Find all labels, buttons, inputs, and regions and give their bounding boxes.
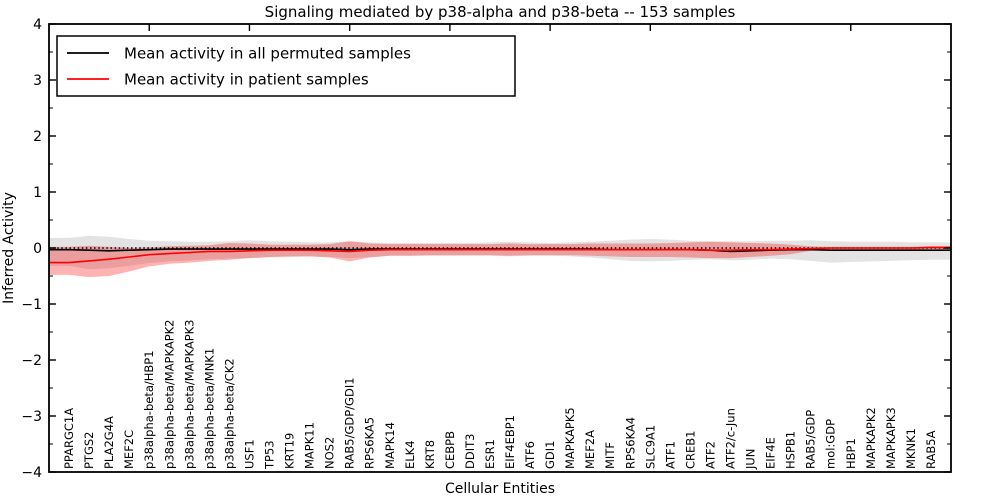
patient-mean-line — [49, 246, 951, 264]
x-tick-label: RAB5/GDP/GDI1 — [343, 377, 357, 469]
y-tick-label: 1 — [33, 185, 42, 201]
y-tick-label: −3 — [21, 409, 42, 425]
x-tick-label: MITF — [603, 442, 617, 469]
x-tick-label: p38alpha-beta/MNK1 — [202, 348, 216, 469]
x-tick-label: ATF2 — [704, 441, 718, 469]
x-tick-label: PTGS2 — [82, 432, 96, 470]
x-tick-label: HSPB1 — [784, 431, 798, 469]
permuted-band — [49, 235, 951, 270]
axis-ticks — [49, 23, 951, 473]
x-tick-label: USF1 — [242, 439, 256, 469]
x-tick-label: ATF2/c-Jun — [724, 408, 738, 469]
x-tick-label: p38alpha-beta/MAPKAPK2 — [162, 320, 176, 470]
x-tick-label: RAB5/GDP — [804, 410, 818, 469]
x-tick-label: RAB5A — [924, 430, 938, 469]
x-tick-label: MAPKAPK3 — [884, 407, 898, 469]
y-axis-label: Inferred Activity — [1, 192, 17, 304]
x-tick-label: ATF1 — [663, 441, 677, 469]
y-tick-labels: −4 −3 −2 −1 0 1 2 3 4 — [21, 17, 42, 481]
x-tick-label: GDI1 — [543, 441, 557, 469]
x-tick-label: CREB1 — [683, 431, 697, 470]
x-tick-label: NOS2 — [323, 437, 337, 469]
x-tick-label: EIF4EBP1 — [503, 415, 517, 469]
x-tick-label: RPS6KA4 — [623, 417, 637, 469]
x-tick-label: MKNK1 — [904, 428, 918, 469]
x-tick-label: DDIT3 — [463, 434, 477, 469]
x-tick-label: SLC9A1 — [643, 425, 657, 469]
x-tick-label: PPARGC1A — [62, 408, 76, 469]
x-tick-label: HBP1 — [844, 438, 858, 469]
x-tick-label: p38alpha-beta/MAPKAPK3 — [182, 320, 196, 470]
x-tick-label: mol:GDP — [824, 419, 838, 469]
x-tick-label: KRT19 — [283, 433, 297, 469]
legend-label-patient: Mean activity in patient samples — [124, 71, 369, 89]
confidence-bands — [49, 235, 951, 278]
x-tick-label: PLA2G4A — [102, 416, 116, 469]
x-axis-label: Cellular Entities — [445, 481, 555, 497]
x-tick-label: RPS6KA5 — [363, 417, 377, 469]
y-tick-label: 4 — [33, 17, 42, 33]
x-tick-label: ELK4 — [403, 440, 417, 469]
x-tick-label: p38alpha-beta/HBP1 — [142, 350, 156, 469]
y-tick-label: −4 — [21, 465, 42, 481]
x-tick-label: TP53 — [263, 440, 277, 470]
x-tick-label: MEF2A — [583, 430, 597, 469]
legend-box: Mean activity in all permuted samples Me… — [56, 35, 516, 97]
y-tick-label: 0 — [33, 241, 42, 257]
x-tick-label: MAPK11 — [303, 422, 317, 469]
x-tick-label: JUN — [744, 449, 758, 470]
legend-frame — [56, 35, 516, 97]
y-tick-label: −2 — [21, 353, 42, 369]
x-tick-label: MAPKAPK5 — [563, 407, 577, 469]
x-tick-label: p38alpha-beta/CK2 — [222, 358, 236, 469]
y-tick-label: 2 — [33, 129, 42, 145]
x-tick-label: ESR1 — [483, 439, 497, 469]
x-tick-label: MAPK14 — [383, 422, 397, 469]
x-category-labels: PPARGC1A PTGS2 PLA2G4A MEF2C p38alpha-beta/H… — [62, 320, 938, 471]
x-tick-label: KRT8 — [423, 440, 437, 469]
mean-activity-lines — [49, 246, 951, 264]
x-tick-label: MAPKAPK2 — [864, 407, 878, 469]
x-tick-label: ATF6 — [523, 441, 537, 469]
x-tick-label: MEF2C — [122, 430, 136, 469]
y-tick-label: −1 — [21, 297, 42, 313]
x-tick-label: EIF4E — [764, 437, 778, 469]
y-tick-label: 3 — [33, 73, 42, 89]
chart-title: Signaling mediated by p38-alpha and p38-… — [265, 3, 736, 21]
legend-label-permuted: Mean activity in all permuted samples — [124, 45, 411, 63]
x-tick-label: CEBPB — [443, 431, 457, 469]
